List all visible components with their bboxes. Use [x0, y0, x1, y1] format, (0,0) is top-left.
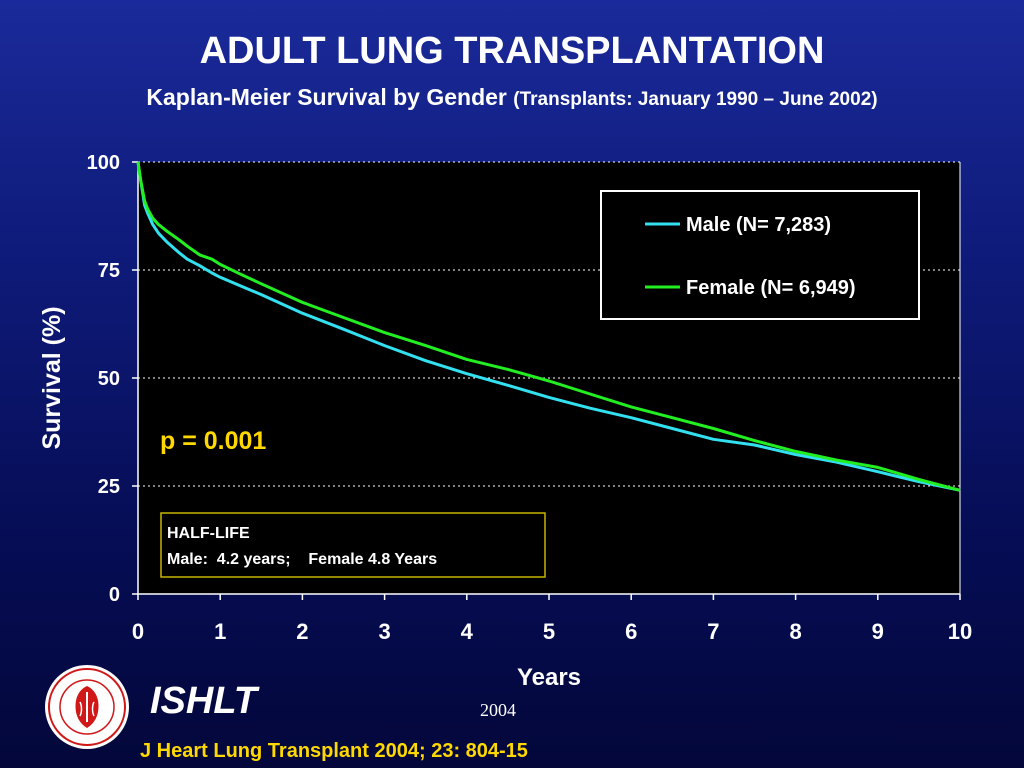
- y-tick-label-75: 75: [98, 260, 120, 282]
- x-tick-label-10: 10: [948, 619, 972, 644]
- x-tick-label-0: 0: [132, 619, 144, 644]
- y-tick-label-100: 100: [87, 152, 120, 174]
- x-axis-label: Years: [517, 664, 581, 691]
- ishlt-logo-icon: [45, 665, 129, 749]
- y-axis-label: Survival (%): [38, 306, 66, 449]
- y-tick-label-0: 0: [109, 584, 120, 606]
- half-life-box: HALF-LIFE Male: 4.2 years; Female 4.8 Ye…: [160, 512, 546, 578]
- x-tick-label-2: 2: [296, 619, 308, 644]
- legend-label-male: Male (N= 7,283): [686, 214, 831, 236]
- series-lines: [136, 161, 961, 492]
- subtitle-note: (Transplants: January 1990 – June 2002): [513, 89, 878, 110]
- x-tick-label-9: 9: [872, 619, 884, 644]
- subtitle-main: Kaplan-Meier Survival by Gender: [146, 84, 507, 110]
- series-line-female: [136, 161, 961, 492]
- legend-label-female: Female (N= 6,949): [686, 277, 856, 299]
- x-tick-label-6: 6: [625, 619, 637, 644]
- x-tick-label-8: 8: [789, 619, 801, 644]
- x-tick-label-1: 1: [214, 619, 226, 644]
- half-life-title: HALF-LIFE: [167, 525, 250, 542]
- series-line-male: [136, 161, 961, 492]
- y-tick-label-50: 50: [98, 368, 120, 390]
- footer-citation: J Heart Lung Transplant 2004; 23: 804-15: [140, 740, 528, 762]
- legend: Male (N= 7,283) Female (N= 6,949): [600, 190, 920, 320]
- x-tick-label-4: 4: [461, 619, 474, 644]
- half-life-text: Male: 4.2 years; Female 4.8 Years: [167, 551, 437, 568]
- slide-subtitle: Kaplan-Meier Survival by Gender (Transpl…: [0, 84, 1024, 111]
- y-tick-label-25: 25: [98, 476, 120, 498]
- footer-brand: ISHLT: [150, 680, 257, 722]
- footer-year: 2004: [480, 700, 516, 720]
- half-life-border: [160, 512, 546, 578]
- p-value-annotation: p = 0.001: [160, 427, 266, 455]
- slide-title: ADULT LUNG TRANSPLANTATION: [199, 30, 825, 72]
- x-tick-label-7: 7: [707, 619, 719, 644]
- x-tick-label-5: 5: [543, 619, 555, 644]
- x-tick-label-3: 3: [378, 619, 390, 644]
- legend-box: [600, 190, 920, 320]
